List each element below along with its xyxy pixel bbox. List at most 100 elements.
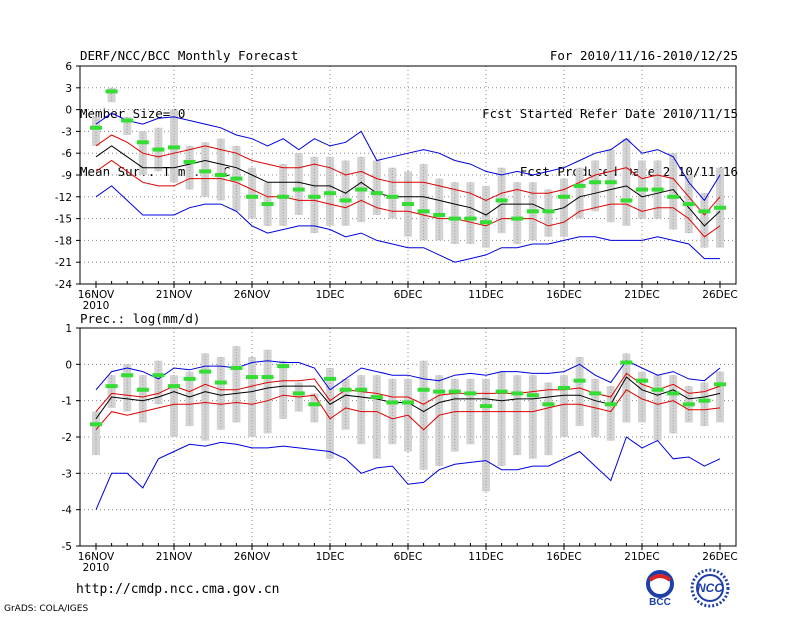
temp-median-marker <box>433 212 446 217</box>
prec-median-marker <box>105 384 118 389</box>
temp-ytick-label: -3 <box>62 126 72 138</box>
prec-box <box>201 353 210 441</box>
temp-xtick-sublabel: 2010 <box>83 300 110 312</box>
temp-std-low-line <box>95 159 721 238</box>
prec-max-line <box>95 360 721 391</box>
prec-median-marker <box>324 376 336 381</box>
prec-median-marker <box>495 389 508 394</box>
prec-box <box>497 371 506 467</box>
prec-median-marker <box>433 389 446 394</box>
prec-box <box>653 375 662 441</box>
temp-median-marker <box>558 194 570 199</box>
prec-median-marker <box>682 402 695 407</box>
temp-xtick-label: 16DEC <box>546 289 581 301</box>
temp-xtick-label: 1DEC <box>316 289 345 301</box>
prec-box <box>138 375 147 423</box>
ncc-logo-icon: NCC <box>690 568 730 608</box>
prec-median-marker <box>355 387 368 392</box>
chart-title: DERF/NCC/BCC Monthly Forecast <box>80 48 299 63</box>
temp-median-marker <box>589 180 602 185</box>
prec-median-marker <box>558 385 570 390</box>
temp-box <box>92 116 100 146</box>
temp-median-marker <box>121 118 134 123</box>
prec-box <box>123 364 132 412</box>
prec-box <box>575 357 584 427</box>
prec-box <box>669 375 678 434</box>
prec-median-marker <box>480 404 492 409</box>
temp-median-marker <box>152 147 165 152</box>
temp-median-marker <box>604 180 617 185</box>
temp-median-marker <box>183 159 196 164</box>
prec-frame <box>79 327 737 547</box>
prec-ytick-label: -5 <box>62 541 72 553</box>
prec-median-marker <box>620 360 633 365</box>
prec-median-marker <box>604 402 617 407</box>
temp-median-marker <box>90 125 102 130</box>
prec-xtick-label: 26DEC <box>702 551 737 563</box>
temp-median-marker <box>324 191 336 196</box>
temp-ytick-label: -24 <box>55 279 72 291</box>
temp-median-marker <box>136 140 149 145</box>
prec-box <box>528 375 537 459</box>
prec-xtick-label: 26NOV <box>234 551 271 563</box>
prec-median-marker <box>246 375 258 380</box>
prec-median-marker <box>261 375 274 380</box>
temp-median-marker <box>105 89 118 94</box>
temp-box <box>248 167 256 219</box>
temp-box <box>419 164 428 241</box>
prec-median-marker <box>698 398 711 403</box>
temp-median-marker <box>448 216 461 221</box>
prec-xtick-label: 1DEC <box>316 551 345 563</box>
prec-box <box>482 378 490 492</box>
temp-median-marker <box>386 194 399 199</box>
prec-box <box>263 349 272 434</box>
temp-median-marker <box>339 198 352 203</box>
prec-ytick-label: -2 <box>62 432 72 444</box>
prec-median-marker <box>214 380 227 385</box>
prec-median-marker <box>386 400 399 405</box>
temp-median-marker <box>230 176 243 181</box>
temp-median-marker <box>464 216 477 221</box>
temp-box <box>669 153 678 230</box>
temp-median-marker <box>682 202 695 207</box>
prec-std-high-line <box>95 372 721 412</box>
prec-box <box>232 346 241 423</box>
temp-std-high-line <box>95 134 721 216</box>
prec-xtick-sublabel: 2010 <box>83 562 110 574</box>
forecast-period: For 2010/11/16-2010/12/25 <box>549 48 738 63</box>
prec-panel-title: Prec.: log(mm/d) <box>80 311 200 326</box>
prec-xtick-label: 6DEC <box>394 551 423 563</box>
prec-median-marker <box>152 373 165 378</box>
temp-median-marker <box>620 198 633 203</box>
prec-median-marker <box>136 387 149 392</box>
temp-median-marker <box>277 194 290 199</box>
temp-xtick-label: 6DEC <box>394 289 423 301</box>
prec-box <box>716 371 724 423</box>
temp-median-marker <box>370 191 383 196</box>
temp-xtick-label: 21DEC <box>624 289 659 301</box>
prec-median-marker <box>277 364 290 369</box>
temp-ytick-label: -6 <box>62 148 73 160</box>
prec-median-marker <box>121 373 134 378</box>
prec-median-marker <box>292 391 305 396</box>
temp-median-marker <box>417 209 430 214</box>
temp-median-marker <box>261 202 274 207</box>
fcst-started-date: Fcst Started Refer Date 2010/11/15 <box>482 106 738 121</box>
temp-median-marker <box>246 194 258 199</box>
prec-box <box>638 371 646 423</box>
temp-median-marker <box>636 187 648 192</box>
prec-median-marker <box>417 387 430 392</box>
temp-median-marker <box>526 209 539 214</box>
source-url[interactable]: http://cmdp.ncc.cma.gov.cn <box>76 582 280 597</box>
temp-xtick-label: 11DEC <box>468 289 503 301</box>
temp-median-marker <box>292 187 305 192</box>
prec-min-line <box>95 436 721 510</box>
temp-median-marker <box>308 194 321 199</box>
temp-max-line <box>95 112 721 202</box>
prec-median-marker <box>464 391 477 396</box>
temp-ytick-label: -9 <box>62 170 72 182</box>
temp-median-marker <box>511 216 524 221</box>
prec-median-marker <box>168 384 180 389</box>
